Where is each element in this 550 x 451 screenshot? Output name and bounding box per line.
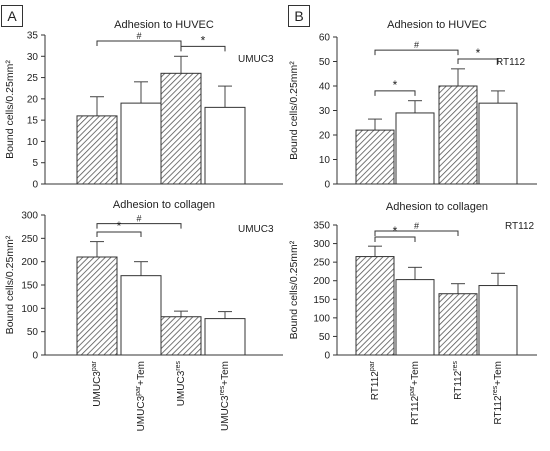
bar: [204, 318, 246, 356]
x-tick-label: UMUC3res: [175, 361, 187, 407]
y-tick-label: 50: [319, 57, 331, 68]
panel-label-b: B: [288, 5, 310, 27]
significance-bracket: [180, 45, 226, 52]
chart-title: Adhesion to HUVEC: [387, 19, 487, 31]
y-tick-label: 100: [313, 313, 330, 324]
bar: [76, 115, 118, 185]
bar: [355, 129, 395, 185]
significance-marker: *: [117, 219, 122, 233]
x-tick-label: UMUC3par+Tem: [135, 361, 147, 431]
significance-bracket: [96, 231, 142, 237]
significance-bracket: [96, 40, 182, 46]
bar: [355, 256, 395, 356]
y-tick-label: 0: [324, 180, 330, 191]
y-tick-label: 20: [27, 94, 39, 105]
y-tick-label: 30: [319, 106, 331, 117]
bar: [204, 106, 246, 185]
y-tick-label: 350: [313, 221, 330, 232]
chart-title: Adhesion to HUVEC: [114, 19, 214, 31]
y-tick-label: 0: [324, 351, 330, 362]
y-tick-label: 5: [32, 158, 38, 169]
x-tick-label: UMUC3res+Tem: [219, 361, 231, 431]
significance-marker: #: [136, 214, 141, 224]
y-tick-label: 50: [319, 332, 331, 343]
y-axis-label: Bound cells/0.25mm²: [4, 235, 16, 334]
bar: [395, 112, 435, 185]
bar: [120, 275, 162, 356]
chart-title: Adhesion to collagen: [386, 201, 488, 213]
y-axis-label: Bound cells/0.25mm²: [4, 60, 16, 159]
x-tick-label: RT112res+Tem: [492, 361, 504, 425]
y-tick-label: 35: [27, 31, 39, 42]
y-tick-label: 30: [27, 52, 39, 63]
chart-a-1: Adhesion to collagen UMUC3 0 50 100 150 200 250…: [4, 199, 283, 431]
significance-marker: *: [393, 78, 398, 92]
chart-b-2: Adhesion to HUVEC RT112 0 10 20 30 40 50 60 Bound…: [288, 19, 537, 191]
y-tick-label: 200: [21, 257, 38, 268]
y-tick-label: 100: [21, 304, 38, 315]
cell-line-label: RT112: [505, 221, 535, 232]
y-axis-label: Bound cells/0.25mm²: [288, 240, 300, 339]
significance-bracket: [374, 49, 459, 56]
y-tick-label: 10: [27, 137, 39, 148]
significance-bracket: [374, 90, 416, 96]
significance-marker: *: [201, 33, 206, 47]
x-tick-label: RT112res: [452, 361, 464, 400]
y-tick-label: 50: [27, 327, 39, 338]
bar: [478, 102, 518, 185]
significance-bracket: [374, 236, 416, 242]
y-tick-label: 150: [21, 281, 38, 292]
cell-line-label: UMUC3: [238, 224, 274, 235]
y-tick-label: 200: [313, 276, 330, 287]
y-tick-label: 0: [32, 351, 38, 362]
y-tick-label: 300: [21, 211, 38, 222]
y-tick-label: 15: [27, 116, 39, 127]
chart-b-3: Adhesion to collagen RT112 0 50 100 150 200 250…: [288, 201, 537, 425]
y-tick-label: 150: [313, 295, 330, 306]
y-tick-label: 60: [319, 33, 331, 44]
significance-marker: #: [136, 31, 141, 41]
y-tick-label: 250: [313, 258, 330, 269]
y-tick-label: 25: [27, 73, 39, 84]
panel-label-a: A: [1, 5, 23, 27]
x-tick-label: RT112par: [369, 360, 381, 400]
y-tick-label: 40: [319, 82, 331, 93]
bar: [160, 316, 202, 356]
y-tick-label: 300: [313, 239, 330, 250]
significance-marker: #: [414, 221, 419, 231]
chart-title: Adhesion to collagen: [113, 199, 215, 211]
y-tick-label: 250: [21, 234, 38, 245]
bar: [395, 279, 435, 356]
cell-line-label: UMUC3: [238, 54, 274, 65]
bar: [120, 102, 162, 185]
chart-a-0: Adhesion to HUVEC UMUC3 0 5 10 15 20 25 30 35 Boun…: [4, 19, 283, 191]
bar: [438, 85, 478, 185]
bar: [438, 293, 478, 356]
significance-bracket: [457, 58, 499, 64]
significance-marker: *: [393, 224, 398, 238]
significance-marker: *: [476, 46, 481, 60]
y-tick-label: 20: [319, 131, 331, 142]
bar: [160, 72, 202, 185]
bar: [478, 285, 518, 356]
significance-marker: #: [414, 40, 419, 50]
y-axis-label: Bound cells/0.25mm²: [288, 61, 300, 160]
significance-bracket: [374, 230, 459, 236]
y-tick-label: 10: [319, 155, 331, 166]
significance-bracket: [96, 223, 182, 229]
y-tick-label: 0: [32, 180, 38, 191]
x-tick-label: RT112par+Tem: [409, 361, 421, 425]
x-tick-label: UMUC3par: [91, 360, 103, 406]
bar: [76, 256, 118, 356]
cell-line-label: RT112: [496, 57, 526, 68]
